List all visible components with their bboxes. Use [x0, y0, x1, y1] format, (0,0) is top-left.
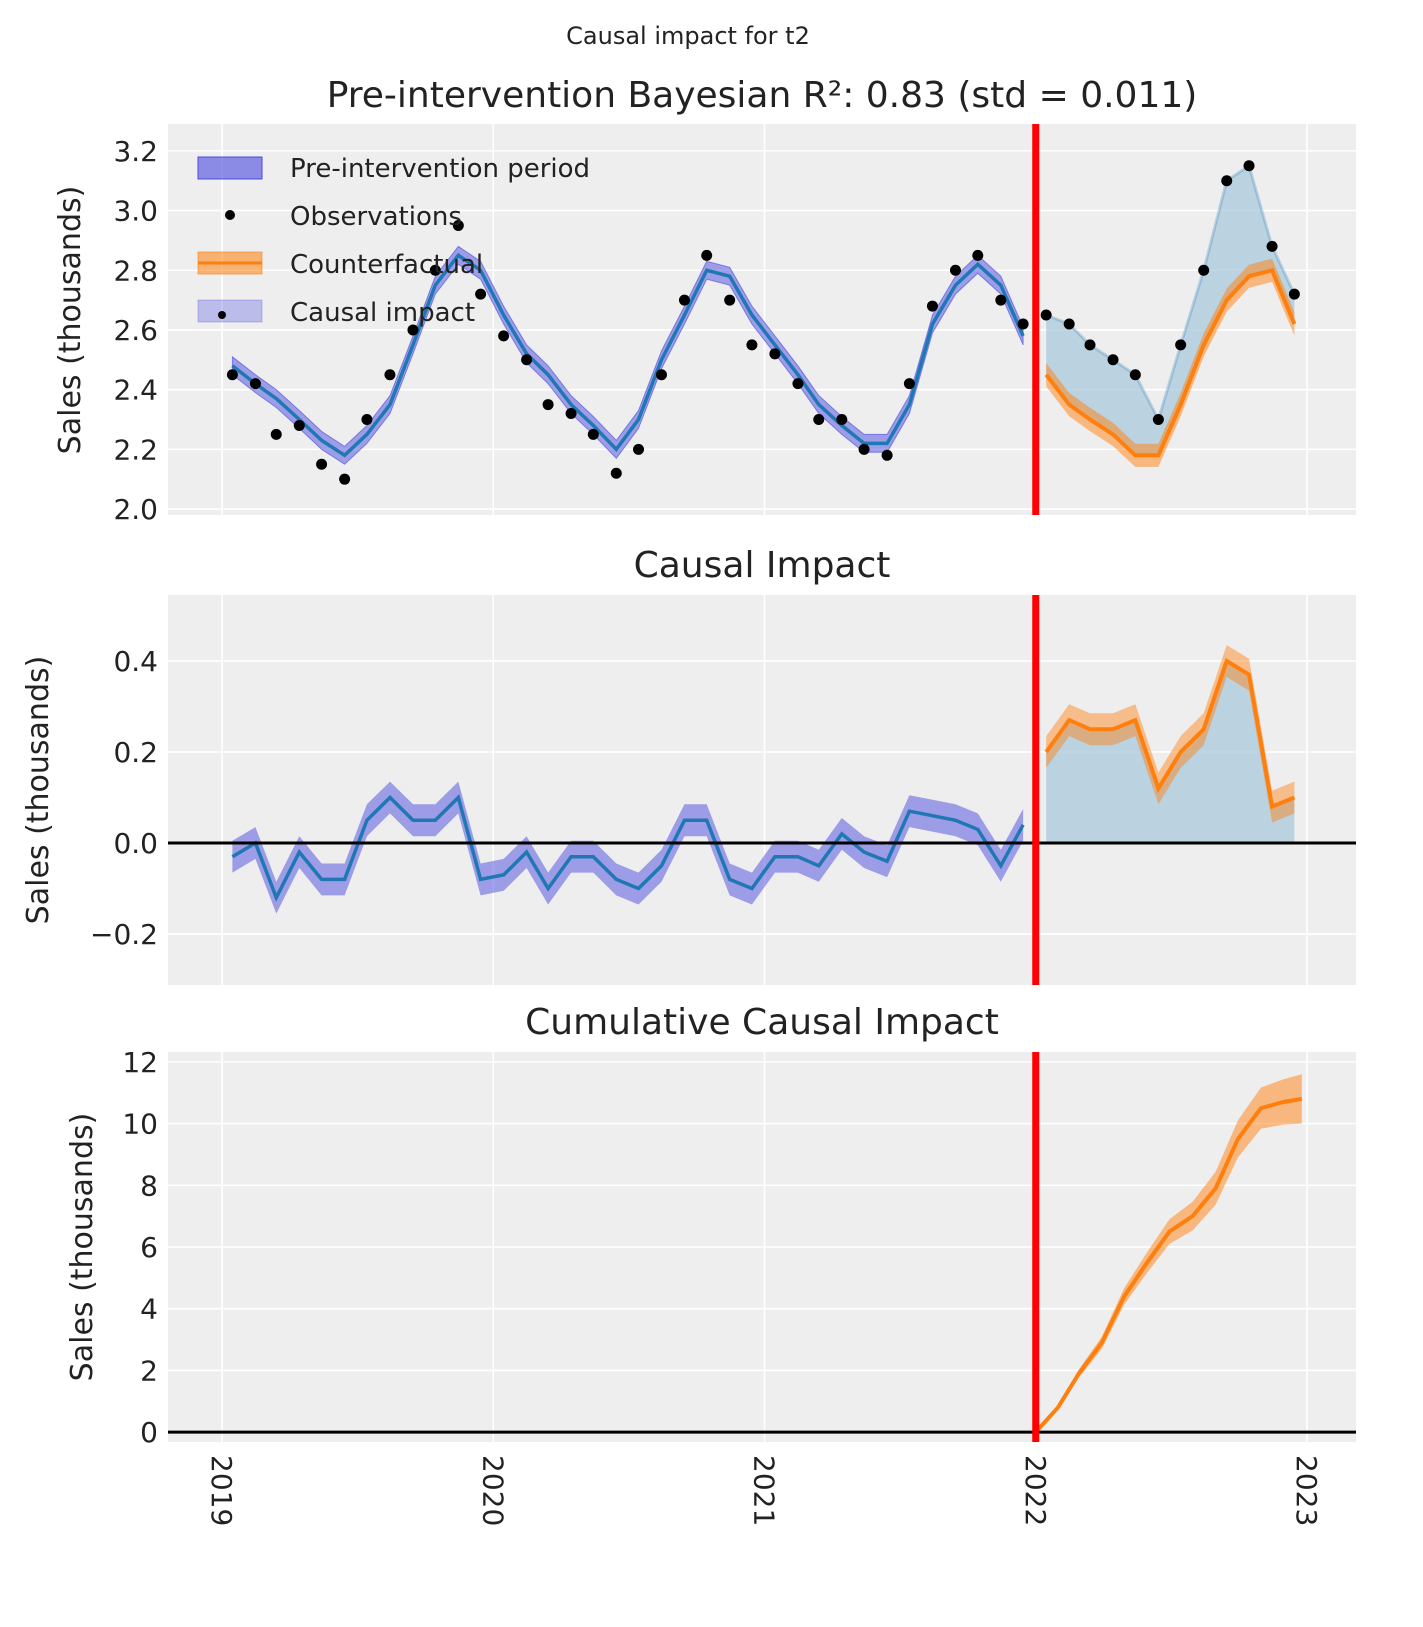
- panel2-ytick-label: 0.4: [113, 645, 158, 678]
- panel1-ytick-label: 3.0: [113, 195, 158, 228]
- observation-point: [475, 288, 487, 300]
- xtick-label: 2019: [205, 1455, 238, 1526]
- observation-point: [316, 458, 328, 470]
- observation-point: [1152, 413, 1164, 425]
- observation-point: [972, 249, 984, 261]
- observation-point: [1129, 369, 1141, 381]
- panel3-ylabel: Sales (thousands): [65, 1113, 100, 1382]
- panel1-title: Pre-intervention Bayesian R²: 0.83 (std …: [327, 75, 1198, 116]
- panel1-ytick-label: 2.6: [113, 314, 158, 347]
- panel1-ylabel: Sales (thousands): [53, 186, 88, 455]
- observation-point: [542, 399, 554, 411]
- observation-point: [792, 378, 804, 390]
- observation-point: [587, 428, 599, 440]
- observation-point: [724, 294, 736, 306]
- observation-point: [746, 339, 758, 351]
- observation-point: [610, 467, 622, 479]
- observation-point: [949, 264, 961, 276]
- counterfactual-line: [1044, 267, 1297, 458]
- observation-point: [836, 413, 848, 425]
- observation-point: [1266, 240, 1278, 252]
- observation-point: [226, 369, 238, 381]
- panel1-ytick-label: 2.4: [113, 374, 158, 407]
- post-impact-line: [1044, 657, 1296, 810]
- observation-point: [1198, 264, 1210, 276]
- observation-point: [881, 449, 893, 461]
- legend-marker-impact: [218, 311, 226, 319]
- observation-point: [407, 324, 419, 336]
- figure-title: Causal impact for t2: [566, 22, 810, 50]
- observation-point: [521, 354, 533, 366]
- panel1-ytick-label: 2.0: [113, 493, 158, 526]
- panel3-ytick-label: 4: [140, 1293, 158, 1326]
- observation-point: [701, 249, 713, 261]
- observation-point: [452, 219, 464, 231]
- observation-point: [565, 408, 577, 420]
- observation-point: [1243, 160, 1255, 172]
- observation-point: [903, 378, 915, 390]
- panel2-ylabel: Sales (thousands): [21, 656, 56, 925]
- observation-point: [339, 473, 351, 485]
- observation-point: [384, 369, 396, 381]
- observation-point: [1040, 309, 1052, 321]
- panel2-title: Causal Impact: [634, 545, 891, 586]
- legend-label-counterfactual: Counterfactual: [290, 250, 483, 280]
- legend-patch-impact: [197, 299, 263, 323]
- panel3-ytick-label: 10: [122, 1108, 158, 1141]
- observation-point: [1221, 175, 1233, 187]
- observation-point: [1084, 339, 1096, 351]
- observation-point: [926, 300, 938, 312]
- panel1-ytick-label: 3.2: [113, 135, 158, 168]
- panel2-ytick-label: 0.0: [113, 827, 158, 860]
- panel3-ytick-label: 8: [140, 1169, 158, 1202]
- observation-point: [1175, 339, 1187, 351]
- observation-point: [813, 413, 825, 425]
- impact-fill-area: [1046, 165, 1295, 456]
- observation-point: [1288, 288, 1300, 300]
- legend: Pre-intervention period Observations Cou…: [197, 154, 590, 328]
- observation-point: [769, 348, 781, 360]
- panel3-ytick-label: 12: [122, 1046, 158, 1079]
- observation-point: [655, 369, 667, 381]
- panel3-ytick-label: 2: [140, 1354, 158, 1387]
- xtick-label: 2021: [748, 1455, 781, 1526]
- panel2-ytick-label: 0.2: [113, 736, 158, 769]
- post-impact-band: [1046, 645, 1295, 823]
- pre-impact-line: [231, 794, 1025, 902]
- legend-label-pre: Pre-intervention period: [290, 154, 590, 184]
- observation-point: [633, 443, 645, 455]
- legend-label-impact: Causal impact: [290, 298, 475, 328]
- legend-marker-observations: [225, 210, 235, 220]
- impact-fill-area-panel2: [1046, 661, 1295, 843]
- panel3-ytick-label: 6: [140, 1231, 158, 1264]
- xtick-label: 2022: [1019, 1455, 1052, 1526]
- pre-fit-line: [231, 252, 1025, 458]
- observation-point: [858, 443, 870, 455]
- observation-point: [1063, 318, 1075, 330]
- observation-point: [293, 419, 305, 431]
- cumulative-impact-line: [1034, 1096, 1303, 1434]
- observation-point: [1107, 354, 1119, 366]
- legend-label-observations: Observations: [290, 202, 462, 232]
- observation-point: [995, 294, 1007, 306]
- xtick-label: 2023: [1290, 1455, 1323, 1526]
- observation-point: [498, 330, 510, 342]
- observation-point: [678, 294, 690, 306]
- panel2-ytick-label: −0.2: [90, 918, 158, 951]
- panel1-ytick-label: 2.2: [113, 433, 158, 466]
- panel1-ytick-label: 2.8: [113, 254, 158, 287]
- panel3-title: Cumulative Causal Impact: [525, 1002, 999, 1043]
- panel3-ytick-label: 0: [140, 1416, 158, 1449]
- observation-point: [361, 413, 373, 425]
- legend-patch-pre: [197, 156, 263, 180]
- observation-point: [270, 428, 282, 440]
- observation-point: [429, 264, 441, 276]
- observation-point: [249, 378, 261, 390]
- xtick-label: 2020: [476, 1455, 509, 1526]
- pre-impact-band: [232, 781, 1024, 914]
- observation-point: [1017, 318, 1029, 330]
